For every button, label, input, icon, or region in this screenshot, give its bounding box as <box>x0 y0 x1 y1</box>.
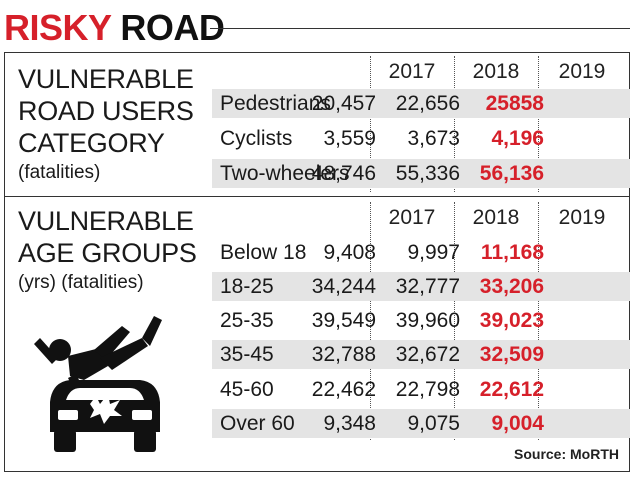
section2-sublabel: (yrs) (fatalities) <box>18 272 144 293</box>
value-2017: 20,457 <box>311 92 376 115</box>
row-category: Over 60 <box>220 412 295 435</box>
section1-sublabel: (fatalities) <box>18 162 101 183</box>
pedestrian-hit-by-car-icon <box>30 308 180 458</box>
column-divider <box>370 56 371 192</box>
table-row: Over 60 9,348 9,075 9,004 <box>212 409 630 438</box>
value-2019: 25858 <box>485 92 544 115</box>
value-2017: 9,348 <box>323 412 376 435</box>
section-divider <box>4 196 630 197</box>
table-row: 45-60 22,462 22,798 22,612 <box>212 375 630 404</box>
value-2018: 9,997 <box>407 241 460 264</box>
value-2019: 32,509 <box>479 343 544 366</box>
column-divider <box>538 56 539 192</box>
column-divider <box>454 202 455 440</box>
value-2018: 22,656 <box>395 92 460 115</box>
value-2018: 3,673 <box>407 127 460 150</box>
value-2017: 34,244 <box>311 275 376 298</box>
section1-label-line1: VULNERABLE <box>18 64 194 94</box>
value-2019: 9,004 <box>491 412 544 435</box>
column-divider <box>454 56 455 192</box>
row-category: Pedestrians <box>220 92 331 115</box>
row-category: 18-25 <box>220 275 274 298</box>
value-2019: 11,168 <box>480 241 544 264</box>
section2-label-line2: AGE GROUPS <box>18 238 197 268</box>
value-2019: 4,196 <box>491 127 544 150</box>
year-header: 2018 <box>472 206 520 229</box>
value-2017: 9,408 <box>323 241 376 264</box>
row-category: 25-35 <box>220 309 274 332</box>
table-frame <box>4 52 630 472</box>
row-category: Below 18 <box>220 241 307 264</box>
year-header: 2019 <box>558 60 606 83</box>
value-2018: 32,777 <box>395 275 460 298</box>
column-divider <box>370 202 371 440</box>
row-category: Cyclists <box>220 127 293 150</box>
value-2018: 55,336 <box>395 162 460 185</box>
section2-label-line1: VULNERABLE <box>18 206 194 236</box>
value-2017: 3,559 <box>323 127 376 150</box>
value-2017: 22,462 <box>311 378 376 401</box>
table-row: 25-35 39,549 39,960 39,023 <box>212 306 630 335</box>
value-2018: 32,672 <box>395 343 460 366</box>
row-category: 45-60 <box>220 378 274 401</box>
chart-title: RISKY ROAD <box>4 6 225 50</box>
year-header: 2019 <box>558 206 606 229</box>
value-2019: 39,023 <box>479 309 544 332</box>
row-category: 35-45 <box>220 343 274 366</box>
title-red-word: RISKY <box>4 7 111 48</box>
table-row: Cyclists 3,559 3,673 4,196 <box>212 124 630 153</box>
table-row: 35-45 32,788 32,672 32,509 <box>212 340 630 369</box>
row-category: Two-wheelers <box>220 162 350 185</box>
value-2018: 39,960 <box>395 309 460 332</box>
table-row: Two-wheelers 48,746 55,336 56,136 <box>212 159 630 188</box>
section1-label-line3: CATEGORY <box>18 128 165 158</box>
source-note: Source: MoRTH <box>514 446 619 462</box>
table-row: 18-25 34,244 32,777 33,206 <box>212 272 630 301</box>
value-2018: 22,798 <box>395 378 460 401</box>
section1-label-line2: ROAD USERS <box>18 96 194 126</box>
value-2017: 32,788 <box>311 343 376 366</box>
table-row: Below 18 9,408 9,997 11,168 <box>212 238 630 267</box>
table-row: Pedestrians 20,457 22,656 25858 <box>212 89 630 118</box>
value-2019: 56,136 <box>479 162 544 185</box>
title-rule <box>210 28 630 29</box>
column-divider <box>538 202 539 440</box>
value-2017: 48,746 <box>311 162 376 185</box>
value-2017: 39,549 <box>311 309 376 332</box>
value-2019: 33,206 <box>479 275 544 298</box>
title-black-word: ROAD <box>120 7 225 48</box>
year-header: 2017 <box>388 206 436 229</box>
value-2019: 22,612 <box>479 378 544 401</box>
year-header: 2017 <box>388 60 436 83</box>
year-header: 2018 <box>472 60 520 83</box>
value-2018: 9,075 <box>407 412 460 435</box>
